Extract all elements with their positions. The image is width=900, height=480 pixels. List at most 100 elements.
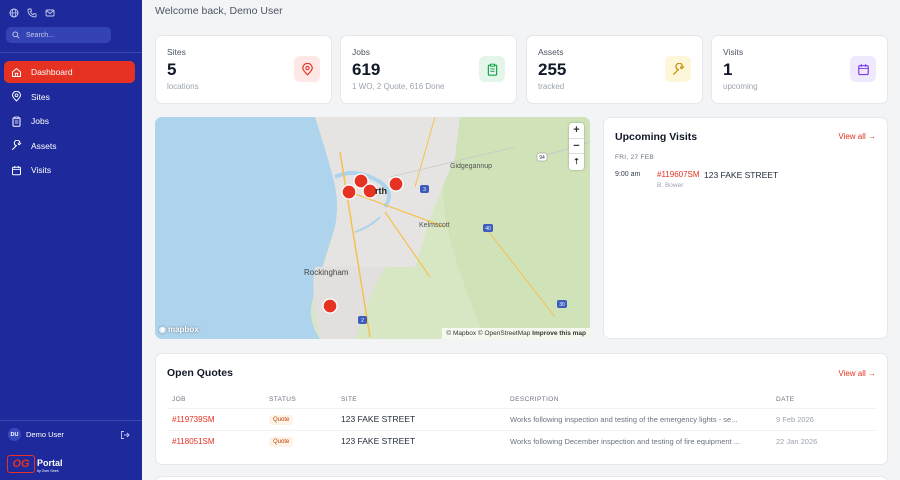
quote-description: Works following December inspection and …: [510, 437, 740, 446]
reset-bearing-button[interactable]: ⇡: [573, 157, 580, 167]
sidebar-item-label: Jobs: [31, 116, 49, 126]
zoom-out-button[interactable]: −: [569, 139, 584, 154]
logout-icon[interactable]: [120, 430, 130, 440]
mapbox-icon: ◉: [159, 325, 166, 334]
attribution-text[interactable]: © Mapbox © OpenStreetMap: [446, 330, 531, 337]
sidebar-item-dashboard[interactable]: Dashboard: [4, 61, 135, 83]
stat-label: Sites: [167, 47, 186, 57]
home-icon: [11, 67, 22, 78]
calendar-icon: [11, 165, 22, 176]
logo-name: Portal: [37, 458, 63, 468]
table-divider: [167, 408, 876, 409]
visit-time: 9:00 am: [615, 171, 641, 178]
mapbox-logo-text: mapbox: [167, 325, 199, 334]
phone-icon[interactable]: [27, 8, 37, 18]
site-marker[interactable]: [353, 173, 369, 189]
site-marker[interactable]: [341, 184, 357, 200]
table-divider: [167, 430, 876, 431]
road-shield: 40: [485, 226, 491, 232]
column-header-site: SITE: [341, 396, 358, 403]
stat-sub: tracked: [538, 82, 565, 91]
site-marker[interactable]: [322, 298, 338, 314]
road-shield: 94: [539, 155, 545, 161]
map-label: Rockingham: [304, 268, 349, 277]
quote-job-link[interactable]: #119739SM: [172, 415, 215, 424]
sidebar-item-sites[interactable]: Sites: [4, 86, 135, 108]
road-shield: 2: [361, 318, 364, 324]
search-input[interactable]: Search...: [6, 27, 111, 43]
upcoming-visits-card: Upcoming Visits View all → FRI, 27 FEB 9…: [603, 117, 888, 339]
sidebar-item-label: Dashboard: [31, 67, 73, 77]
improve-map-link[interactable]: Improve this map: [532, 330, 586, 337]
stat-card-visits[interactable]: Visits 1 upcoming: [711, 35, 888, 104]
quote-site: 123 FAKE STREET: [341, 436, 416, 446]
view-all-visits-link[interactable]: View all →: [838, 132, 876, 141]
column-header-status: STATUS: [269, 396, 297, 403]
status-badge: Quote: [269, 415, 294, 425]
sidebar-item-visits[interactable]: Visits: [4, 159, 135, 181]
search-icon: [12, 26, 20, 44]
globe-icon[interactable]: [9, 8, 19, 18]
logo-tagline: by Over Geek: [37, 469, 59, 473]
logo-mark: OG: [7, 455, 35, 473]
mail-icon[interactable]: [45, 8, 55, 18]
stat-card-assets[interactable]: Assets 255 tracked: [526, 35, 703, 104]
stat-label: Visits: [723, 47, 744, 57]
sidebar-divider: [0, 420, 142, 421]
map-attribution: © Mapbox © OpenStreetMap Improve this ma…: [442, 328, 590, 339]
sidebar-item-label: Sites: [31, 91, 50, 102]
wrench-icon: [11, 140, 22, 151]
sidebar-item-jobs[interactable]: Jobs: [4, 110, 135, 132]
upcoming-visits-title: Upcoming Visits: [615, 131, 698, 143]
next-card: [155, 476, 888, 480]
column-header-date: DATE: [776, 396, 795, 403]
stat-value: 619: [352, 60, 381, 79]
open-quotes-title: Open Quotes: [167, 367, 233, 379]
sidebar-divider: [0, 52, 142, 53]
quote-date: 22 Jan 2026: [776, 437, 818, 446]
welcome-message: Welcome back, Demo User: [155, 5, 283, 17]
visit-job-link[interactable]: #119607SM: [657, 170, 700, 179]
search-placeholder: Search...: [26, 31, 55, 39]
stat-value: 255: [538, 60, 567, 79]
site-marker[interactable]: [362, 183, 378, 199]
quote-job-link[interactable]: #118051SM: [172, 437, 215, 446]
stat-card-jobs[interactable]: Jobs 619 1 WO, 2 Quote, 616 Done: [340, 35, 517, 104]
stat-card-sites[interactable]: Sites 5 locations: [155, 35, 332, 104]
wrench-icon: [665, 56, 691, 82]
visit-site: 123 FAKE STREET: [704, 170, 779, 180]
visit-date-header: FRI, 27 FEB: [615, 154, 655, 161]
avatar: DU: [8, 428, 21, 441]
visit-technician: B. Bower: [657, 182, 684, 189]
map-canvas[interactable]: 94 3 40 2 30: [155, 117, 590, 339]
stat-sub: upcoming: [723, 82, 758, 91]
portal-logo: OG Portal by Over Geek: [7, 455, 63, 473]
clipboard-icon: [479, 56, 505, 82]
map-label: Kelmscott: [419, 222, 450, 229]
quote-date: 9 Feb 2026: [776, 415, 814, 424]
map-label: rth: [375, 186, 387, 196]
column-header-description: DESCRIPTION: [510, 396, 559, 403]
open-quotes-card: Open Quotes View all → JOB STATUS SITE D…: [155, 353, 888, 465]
stat-value: 1: [723, 60, 733, 79]
calendar-icon: [850, 56, 876, 82]
column-header-job: JOB: [172, 396, 186, 403]
stat-sub: 1 WO, 2 Quote, 616 Done: [352, 82, 445, 91]
sidebar-item-assets[interactable]: Assets: [4, 135, 135, 157]
stat-label: Assets: [538, 47, 564, 57]
user-profile[interactable]: DU Demo User: [8, 428, 130, 441]
user-name: Demo User: [26, 430, 64, 439]
sidebar-item-label: Visits: [31, 165, 52, 175]
stat-label: Jobs: [352, 47, 370, 57]
mapbox-logo[interactable]: ◉ mapbox: [159, 325, 199, 334]
status-badge: Quote: [269, 437, 294, 447]
sidebar: Search... Dashboard Sites Jobs Assets: [0, 0, 142, 480]
zoom-in-button[interactable]: +: [569, 123, 584, 139]
site-marker[interactable]: [388, 176, 404, 192]
stat-sub: locations: [167, 82, 199, 91]
view-all-quotes-link[interactable]: View all →: [838, 369, 876, 378]
road-shield: 30: [559, 302, 565, 308]
stat-value: 5: [167, 60, 177, 79]
map-pin-icon: [11, 91, 22, 102]
sites-map[interactable]: 94 3 40 2 30 Gidgegannup Kelmscott Rocki…: [155, 117, 590, 339]
